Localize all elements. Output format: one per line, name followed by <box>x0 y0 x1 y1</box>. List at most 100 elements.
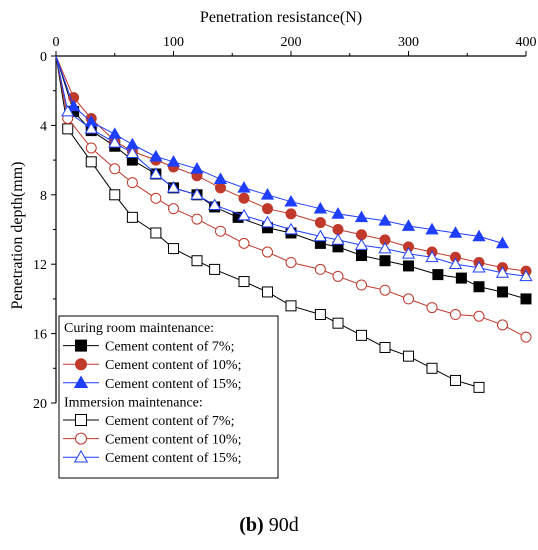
data-point-series-6 <box>125 146 139 158</box>
data-point-series-4 <box>109 189 121 201</box>
data-point-series-1 <box>356 250 367 262</box>
legend-label: Cement content of 15%; <box>105 451 241 466</box>
data-point-series-2 <box>238 192 250 204</box>
data-point-series-5 <box>332 270 344 282</box>
data-point-series-6 <box>331 233 345 245</box>
data-point-series-5 <box>379 284 391 296</box>
data-point-series-4 <box>403 350 414 362</box>
penetration-chart: 0 100 200 300 400 0 4 8 12 16 20 Penetration resist… <box>9 9 537 479</box>
data-point-series-3 <box>149 149 163 162</box>
data-point-series-3 <box>378 214 392 226</box>
data-point-series-3 <box>472 229 486 242</box>
data-point-series-6 <box>237 208 251 221</box>
legend-marker <box>75 414 87 426</box>
data-point-series-6 <box>448 257 463 270</box>
data-point-series-3 <box>448 226 463 238</box>
data-point-series-2 <box>314 217 326 229</box>
y-tick-label: 20 <box>33 397 47 412</box>
data-point-series-3 <box>425 222 439 235</box>
data-point-series-6 <box>149 167 163 179</box>
data-point-series-6 <box>166 181 181 193</box>
data-point-series-3 <box>213 172 228 184</box>
legend-marker <box>73 375 89 389</box>
y-tick-label: 16 <box>33 328 47 343</box>
data-point-series-3 <box>401 219 416 231</box>
data-point-series-5 <box>450 309 461 321</box>
data-point-series-6 <box>84 122 98 134</box>
y-tick-label: 8 <box>40 189 47 204</box>
data-point-series-5 <box>126 177 138 189</box>
data-point-series-4 <box>379 341 391 353</box>
data-point-series-5 <box>403 293 414 305</box>
data-point-series-1 <box>432 269 444 281</box>
data-point-series-4 <box>262 286 273 298</box>
data-point-series-5 <box>262 246 273 258</box>
series-line-2 <box>55 55 527 272</box>
data-point-series-5 <box>520 331 532 343</box>
x-tick-label: 100 <box>163 35 184 50</box>
data-point-series-3 <box>260 188 275 200</box>
x-axis-title: Penetration resistance(N) <box>200 9 362 26</box>
data-point-series-5 <box>215 225 226 237</box>
series-line-6 <box>55 55 527 277</box>
legend-group-title: Curing room maintenance: <box>64 321 214 336</box>
data-point-series-1 <box>520 293 532 305</box>
data-point-series-5 <box>191 213 203 225</box>
data-point-series-3 <box>284 194 298 207</box>
y-tick-label: 0 <box>40 50 47 65</box>
data-point-series-6 <box>260 215 275 228</box>
data-point-series-4 <box>332 317 344 329</box>
data-point-series-3 <box>495 236 510 249</box>
legend-marker <box>75 432 87 445</box>
data-point-series-4 <box>168 243 179 255</box>
data-point-series-1 <box>455 272 467 284</box>
data-point-series-4 <box>62 123 74 135</box>
x-tick-label: 300 <box>398 35 419 50</box>
caption-letter: (b) <box>239 514 264 536</box>
legend-label: Cement content of 7%; <box>105 414 234 429</box>
data-point-series-4 <box>150 227 162 239</box>
legend-label: Cement content of 10%; <box>105 358 241 373</box>
legend-box <box>58 315 279 479</box>
data-point-series-3 <box>331 207 345 219</box>
data-point-series-4 <box>426 362 438 374</box>
data-point-series-4 <box>356 329 367 341</box>
series-line-1 <box>55 55 527 300</box>
data-point-series-1 <box>497 286 508 298</box>
data-point-series-4 <box>238 276 250 288</box>
data-point-series-2 <box>215 182 226 194</box>
data-point-series-5 <box>314 263 326 275</box>
data-point-series-4 <box>126 211 138 223</box>
data-point-series-6 <box>190 188 204 200</box>
legend-label: Cement content of 7%; <box>105 340 234 355</box>
data-point-series-2 <box>332 224 344 235</box>
legend-label: Cement content of 15%; <box>105 377 241 392</box>
data-point-series-4 <box>314 309 326 321</box>
data-point-series-3 <box>190 162 204 174</box>
data-point-series-5 <box>238 237 250 249</box>
data-point-series-6 <box>354 238 369 250</box>
caption-text: 90d <box>263 514 299 536</box>
data-point-series-1 <box>473 281 485 293</box>
legend-marker <box>75 339 87 352</box>
x-tick-label: 400 <box>516 35 537 50</box>
data-point-series-4 <box>473 381 485 393</box>
data-point-series-6 <box>495 266 510 278</box>
data-point-series-6 <box>284 222 298 235</box>
data-point-series-3 <box>313 201 327 214</box>
legend-marker <box>73 449 89 463</box>
figure-caption: (b) 90d <box>0 514 538 537</box>
data-point-series-6 <box>378 241 392 254</box>
data-point-series-6 <box>519 269 533 282</box>
data-point-series-5 <box>426 302 438 314</box>
legend-label: Cement content of 10%; <box>105 433 241 448</box>
data-point-series-3 <box>354 210 369 223</box>
data-point-series-3 <box>237 181 251 193</box>
series-line-5 <box>55 55 527 338</box>
data-point-series-3 <box>166 155 181 167</box>
data-point-series-5 <box>168 203 179 215</box>
data-point-series-3 <box>67 99 81 112</box>
data-point-series-4 <box>85 156 97 168</box>
data-point-series-4 <box>450 374 461 386</box>
data-point-series-6 <box>472 260 486 273</box>
